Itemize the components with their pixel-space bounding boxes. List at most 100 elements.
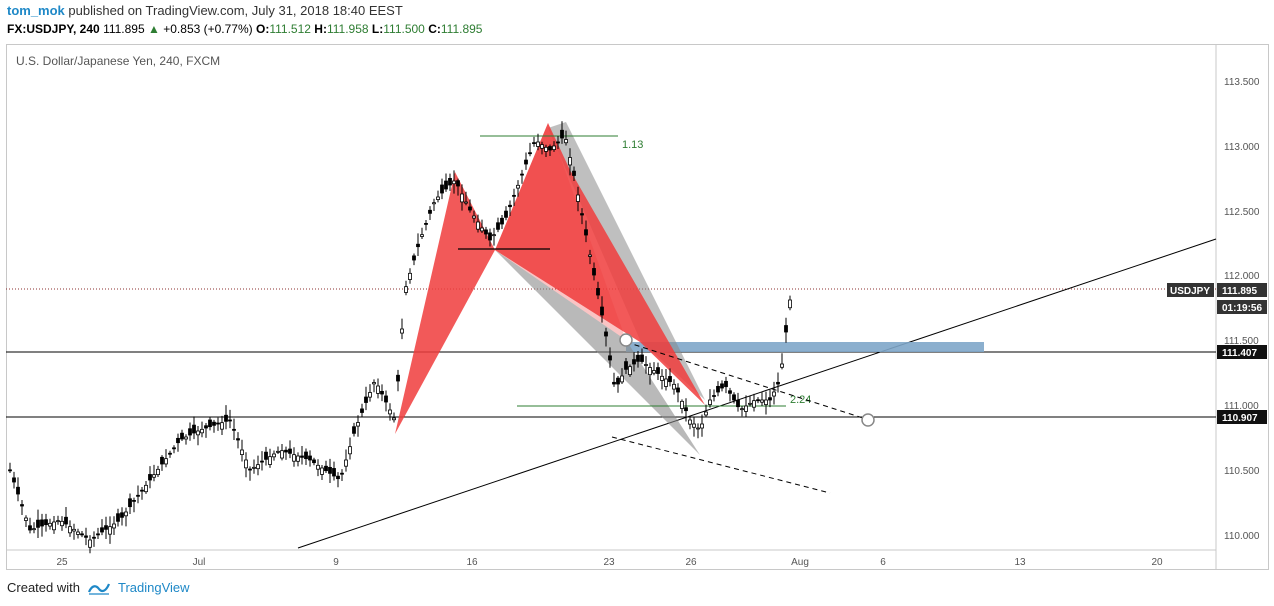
pattern-red-xab[interactable] xyxy=(395,172,495,434)
candle-body xyxy=(440,184,444,194)
candle-body xyxy=(272,453,276,458)
y-tick: 110.000 xyxy=(1224,531,1260,542)
candle-body xyxy=(544,146,548,152)
candle-body xyxy=(688,419,692,425)
candle-body xyxy=(736,399,740,408)
candle-body xyxy=(356,422,360,427)
candle-body xyxy=(196,430,200,436)
candle-body xyxy=(772,391,776,397)
candle-body xyxy=(96,533,100,536)
high-value: 111.958 xyxy=(326,22,369,36)
tradingview-brand-link[interactable]: TradingView xyxy=(117,580,190,595)
candle-body xyxy=(732,394,736,401)
level-tag-bg xyxy=(1217,345,1267,359)
candle-body xyxy=(340,472,344,475)
candle-body xyxy=(320,467,324,475)
candle-body xyxy=(452,180,456,185)
chart-frame[interactable] xyxy=(6,44,1269,570)
candle-body xyxy=(664,378,668,387)
candle-body xyxy=(280,450,284,459)
candle-body xyxy=(596,288,600,296)
candle-body xyxy=(568,157,572,166)
candle-body xyxy=(384,395,388,403)
candle-body xyxy=(284,449,288,453)
drawing-handle[interactable] xyxy=(619,333,633,347)
candle-body xyxy=(240,449,244,455)
publish-info: tom_mok published on TradingView.com, Ju… xyxy=(7,3,403,18)
candle-body xyxy=(604,331,608,337)
time-axis[interactable]: 25 Jul 9 16 23 26 Aug 6 13 20 xyxy=(56,557,1163,568)
candle-body xyxy=(24,517,28,521)
close-value: 111.895 xyxy=(440,22,483,36)
candle-body xyxy=(68,526,72,534)
candle-body xyxy=(680,400,684,409)
candle-body xyxy=(16,486,20,495)
pattern-gray-triangle[interactable] xyxy=(495,250,700,455)
candle-body xyxy=(512,194,516,197)
candle-body xyxy=(556,141,560,144)
candle-body xyxy=(176,437,180,444)
change-value: +0.853 (+0.77%) xyxy=(163,22,253,36)
candle-body xyxy=(532,142,536,145)
pattern-gray-wedge[interactable] xyxy=(548,122,705,400)
candle-body xyxy=(480,227,484,232)
footer: Created with TradingView xyxy=(7,580,190,595)
candle-body xyxy=(668,376,672,383)
candle-body xyxy=(344,459,348,467)
low-label: L: xyxy=(371,22,384,36)
candle-body xyxy=(40,519,44,527)
supply-zone[interactable] xyxy=(626,342,984,352)
fib-label-113: 1.13 xyxy=(622,139,643,151)
channel-upper[interactable] xyxy=(625,341,867,420)
y-tick: 113.000 xyxy=(1224,142,1260,153)
trendline[interactable] xyxy=(297,238,1217,549)
candle-body xyxy=(776,381,780,385)
x-tick: 9 xyxy=(333,557,339,568)
candle-body xyxy=(768,397,772,401)
candle-body xyxy=(760,399,764,403)
candle-body xyxy=(260,460,264,463)
author-link[interactable]: tom_mok xyxy=(7,3,65,18)
candle-body xyxy=(124,511,128,517)
candle-body xyxy=(28,525,32,531)
y-tick: 111.500 xyxy=(1224,336,1259,347)
x-tick: 25 xyxy=(56,557,68,568)
price-axis[interactable]: 113.500 113.000 112.500 112.000 111.500 … xyxy=(1224,77,1260,542)
y-tick: 110.500 xyxy=(1224,466,1260,477)
chart-title: U.S. Dollar/Japanese Yen, 240, FXCM xyxy=(16,54,221,68)
candle-body xyxy=(500,217,504,225)
candle-body xyxy=(464,201,468,204)
candle-body xyxy=(764,399,768,406)
candle-body xyxy=(84,535,88,538)
candle-body xyxy=(128,498,132,508)
candle-body xyxy=(72,528,76,532)
candle-body xyxy=(644,364,648,366)
candle-body xyxy=(228,419,232,422)
candle-body xyxy=(36,519,40,528)
candle-body xyxy=(616,377,620,385)
x-tick: 23 xyxy=(603,557,615,568)
candle-body xyxy=(336,475,340,480)
channel-lower[interactable] xyxy=(611,436,831,494)
candle-body xyxy=(496,222,500,230)
candle-body xyxy=(144,484,148,493)
candle-body xyxy=(120,512,124,518)
drawing-handle[interactable] xyxy=(861,413,875,427)
candle-body xyxy=(468,206,472,211)
candle-body xyxy=(540,144,544,149)
pattern-red-bcd[interactable] xyxy=(495,123,705,405)
candle-body xyxy=(428,209,432,214)
level-tag-upper: 111.407 xyxy=(1217,345,1267,359)
candle-body xyxy=(76,531,80,535)
candle-body xyxy=(140,489,144,492)
candle-body xyxy=(692,423,696,428)
candle-body xyxy=(204,425,208,429)
x-tick: 13 xyxy=(1014,557,1026,568)
fib-label-224: 2.24 xyxy=(790,394,811,406)
candle-body xyxy=(56,520,60,523)
candle-body xyxy=(348,446,352,455)
candle-body xyxy=(376,385,380,394)
candle-body xyxy=(600,306,604,316)
candle-body xyxy=(64,516,68,525)
